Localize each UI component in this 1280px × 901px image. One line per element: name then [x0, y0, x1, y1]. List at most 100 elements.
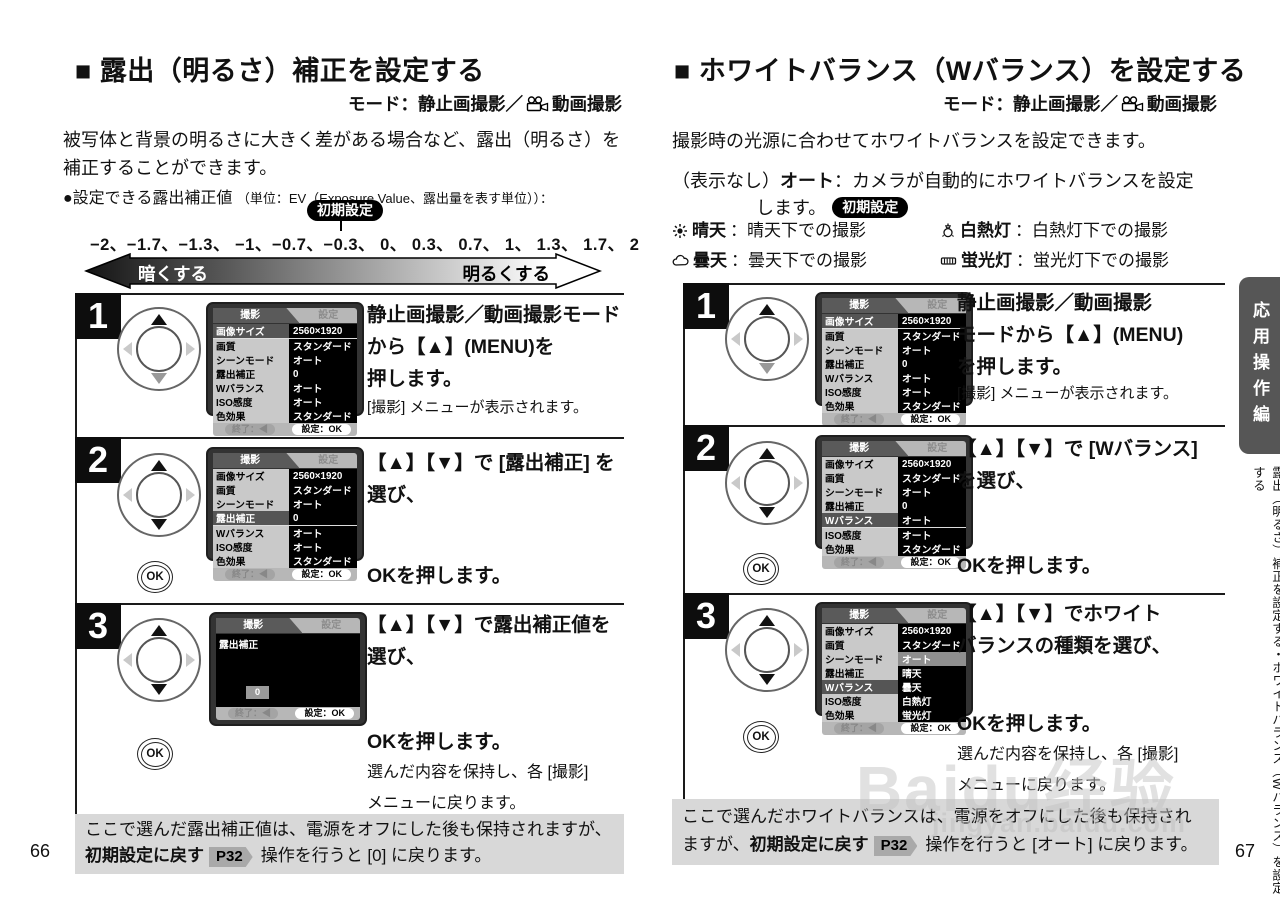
lcd-menu-row-selected: Wバランス 曇天 [822, 680, 966, 694]
lcd-row-label: 画質 [822, 329, 898, 343]
dpad-right-arrow [794, 476, 803, 490]
step-instruction: 静止画撮影／動画撮影モード から【▲】(MENU)を 押します。 [367, 304, 621, 390]
footnote-pre: ますが、 [682, 835, 750, 854]
lcd-menu-row: 色効果 スタンダード [822, 542, 966, 556]
lcd-exit-label: 終了：◀ [225, 569, 276, 580]
lcd-row-label: 画質 [213, 339, 289, 353]
dpad-up-arrow [759, 304, 775, 315]
ok-button-label: OK [146, 571, 164, 583]
lcd-row-value: スタンダード [289, 483, 357, 497]
lcd-row-label: 露出補正 [822, 499, 898, 513]
chapter-tab: 応用操作編 [1239, 277, 1280, 454]
lcd-tab-bar: 撮影 設定 [822, 441, 966, 456]
arrow-brighter-label: 明るくする [462, 264, 551, 284]
lcd-menu-row-selected: 画像サイズ 2560×1920 [822, 314, 966, 329]
wb-item-desc: ：曇天下での撮影 [731, 251, 867, 270]
lcd-row-label: ISO感度 [822, 385, 898, 399]
lcd-set-label: 設定：OK [901, 557, 960, 568]
lcd-menu-row: 画質 スタンダード [822, 471, 966, 485]
lcd-row-value: スタンダード [898, 399, 966, 413]
lcd-menu-row: ISO感度 オート [822, 385, 966, 399]
lcd-menu-row: シーンモード オート [822, 652, 966, 666]
lcd-menu-row: ISO感度 オート [822, 528, 966, 542]
arrow-darker-label: 暗くする [138, 264, 208, 284]
movie-camera-icon [1121, 95, 1144, 111]
lcd-row-label: ISO感度 [213, 540, 289, 554]
step-instruction: 【▲】【▼】で [Wバランス] を選び、 [957, 438, 1198, 492]
lcd-set-label: 設定：OK [292, 569, 351, 580]
lcd-row-value: スタンダード [289, 554, 357, 568]
lcd-row-label: ISO感度 [822, 694, 898, 708]
lcd-set-label: 設定：OK [901, 723, 960, 734]
incandescent-icon [942, 223, 954, 238]
step-number: 1 [75, 293, 121, 339]
dpad-down-arrow [759, 674, 775, 685]
lcd-menu-row: Wバランス オート [213, 381, 357, 395]
lcd-menu-row: ISO感度 オート [213, 395, 357, 409]
step-instruction: 【▲】【▼】でホワイト バランスの種類を選び、 [957, 603, 1172, 657]
lcd-tab-setup: 設定 [927, 610, 948, 621]
lcd-row-value: スタンダード [898, 329, 966, 343]
lcd-row-value: 2560×1920 [289, 324, 357, 338]
wb-auto-line: （表示なし）オート：カメラが自動的にホワイトバランスを設定 [672, 167, 1194, 193]
step-result-note: 選んだ内容を保持し、各 [撮影] メニューに戻ります。 [367, 764, 589, 812]
dpad-icon [117, 618, 201, 702]
wb-auto-name: オート [780, 171, 834, 191]
lcd-row-value: オート [898, 385, 966, 399]
left-step-2: 2 撮影 設定 画像サイズ 2560×1920 画質 スタンダード シーンモード オー… [75, 437, 624, 603]
lcd-row-value: オート [289, 353, 357, 367]
lcd-menu-row: 色効果 蛍光灯 [822, 708, 966, 722]
step-instruction: 【▲】【▼】で露出補正値を 選び、 [367, 614, 611, 668]
wb-item-desc: ：蛍光灯下での撮影 [1016, 251, 1169, 270]
ok-button-label: OK [752, 731, 770, 743]
lcd-row-label: シーンモード [213, 353, 289, 367]
lcd-bottom-bar: 終了：◀ 設定：OK [822, 722, 966, 735]
lcd-row-label: 画質 [822, 638, 898, 652]
lcd-menu-rows: 画像サイズ 2560×1920 画質 スタンダード シーンモード オート 露出補正 0 … [213, 469, 357, 568]
lcd-exit-label: 終了：◀ [228, 708, 279, 719]
lcd-row-label: シーンモード [822, 343, 898, 357]
footnote-bold: 初期設定に戻す [85, 846, 204, 865]
camera-lcd-wb-popup: 撮影 設定 画像サイズ 2560×1920 画質 スタンダード シーンモード オート … [815, 602, 973, 735]
lcd-popup-option: 白熱灯 [898, 694, 966, 708]
dpad-right-arrow [794, 643, 803, 657]
dpad-up-arrow [759, 615, 775, 626]
lcd-row-value: オート [289, 497, 357, 511]
page-reference-badge: P32 [209, 847, 253, 867]
lcd-bottom-bar: 終了：◀ 設定：OK [216, 707, 360, 720]
dpad-down-arrow [151, 373, 167, 384]
step-number: 2 [75, 437, 121, 483]
lcd-row-value: オート [898, 528, 966, 542]
lcd-row-value: 2560×1920 [898, 314, 966, 328]
lcd-row-value: 2560×1920 [289, 469, 357, 483]
dpad-down-arrow [759, 363, 775, 374]
camera-lcd-menu: 撮影 設定 画像サイズ 2560×1920 画質 スタンダード シーンモード オート … [206, 447, 364, 581]
step-instruction: 静止画撮影／動画撮影 モードから【▲】(MENU) を押します。 [957, 292, 1184, 378]
left-footnote: ここで選んだ露出補正値は、電源をオフにした後も保持されますが、 初期設定に戻す P… [75, 814, 624, 874]
lcd-row-label: 画質 [213, 483, 289, 497]
lcd-expcomp-body: 露出補正 0 [216, 634, 360, 707]
lcd-row-value: スタンダード [289, 409, 357, 423]
ok-button-icon: OK [743, 553, 779, 585]
lcd-row-label: Wバランス [822, 371, 898, 385]
dpad-up-arrow [151, 625, 167, 636]
lcd-row-value: オート [289, 540, 357, 554]
lcd-exit-label: 終了：◀ [834, 557, 885, 568]
lcd-tab-bar: 撮影 設定 [822, 298, 966, 313]
lcd-menu-row: シーンモード オート [822, 485, 966, 499]
right-intro: 撮影時の光源に合わせてホワイトバランスを設定できます。 [672, 131, 1156, 151]
lcd-exit-label: 終了：◀ [225, 424, 276, 435]
dpad-icon [725, 608, 809, 692]
ok-button-label: OK [146, 748, 164, 760]
wb-item: 曇天 ：曇天下での撮影 [672, 248, 940, 274]
lcd-menu-row-selected: Wバランス オート [822, 513, 966, 528]
lcd-menu-rows: 画像サイズ 2560×1920 画質 スタンダード シーンモード オート 露出補正 0 … [822, 457, 966, 556]
default-setting-badge: 初期設定 [307, 200, 383, 221]
lcd-tab-bar: 撮影 設定 [213, 308, 357, 323]
lcd-bottom-bar: 終了：◀ 設定：OK [213, 568, 357, 581]
step-number: 2 [683, 425, 729, 471]
lcd-popup-option: 曇天 [898, 680, 966, 694]
mode-suffix: 動画撮影 [552, 94, 622, 114]
wb-item: 晴天 ：晴天下での撮影 [672, 218, 940, 244]
